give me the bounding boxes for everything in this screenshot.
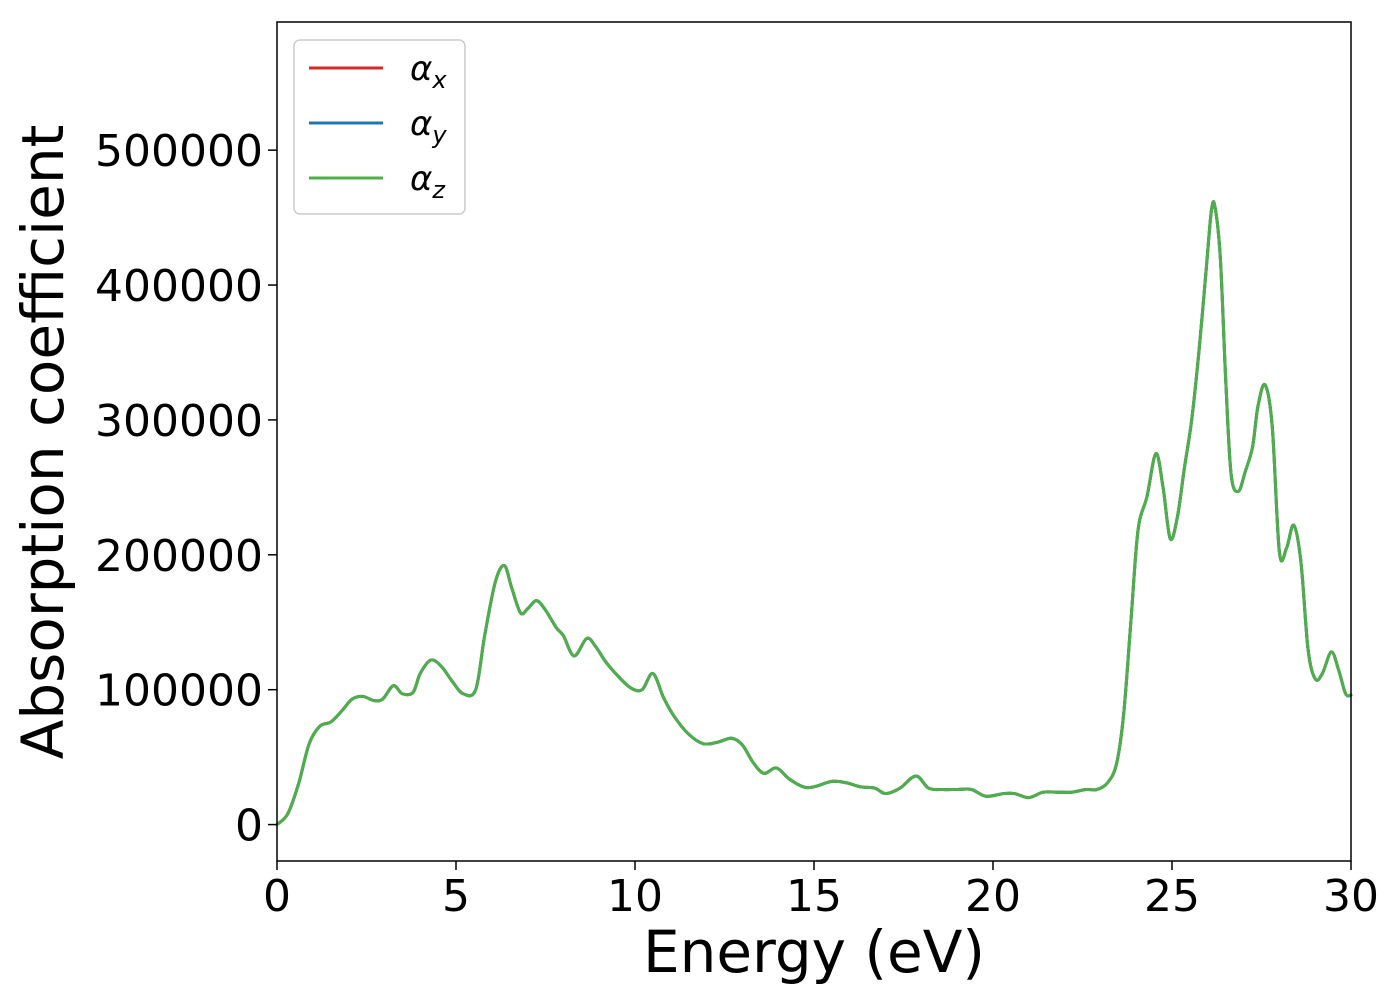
y-tick-label: 100000 [95,666,263,717]
legend-label-alpha-z: αz [410,159,446,204]
legend-box [293,39,466,215]
x-tick-label: 20 [965,871,1021,922]
legend-symbol: α [410,49,432,89]
series-lines [275,200,1353,827]
x-tick-label: 5 [442,871,470,922]
legend-subscript: z [431,176,446,204]
legend-label-alpha-y: αy [410,104,447,149]
x-tick-label: 0 [263,871,291,922]
legend-symbol: α [410,159,432,199]
y-tick-label: 0 [235,801,263,852]
y-tick-label: 400000 [95,261,263,312]
legend-subscript: y [431,121,447,149]
y-tick-label: 300000 [95,396,263,447]
legend-label-alpha-x: αx [410,49,447,94]
y-axis-label: Absorption coefficient [9,125,77,760]
legend-symbol: α [410,104,432,144]
x-tick-label: 15 [786,871,842,922]
series-line-alpha-z [275,200,1353,827]
x-tick-label: 10 [607,871,663,922]
y-tick-label: 500000 [95,126,263,177]
y-tick-label: 200000 [95,531,263,582]
x-axis-ticks: 0 5 10 15 20 25 30 [263,861,1379,922]
x-tick-label: 30 [1323,871,1379,922]
x-axis-label: Energy (eV) [643,918,985,986]
legend-subscript: x [431,66,447,94]
y-axis-ticks: 0 100000 200000 300000 400000 500000 [95,126,277,852]
x-tick-label: 25 [1144,871,1200,922]
